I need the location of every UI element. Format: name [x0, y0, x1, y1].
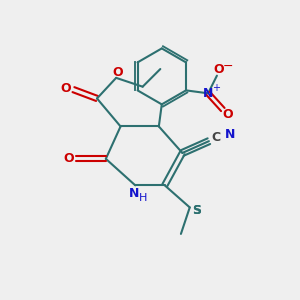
Text: N: N: [225, 128, 235, 141]
Text: C: C: [212, 131, 221, 144]
Text: S: S: [192, 204, 201, 217]
Text: O: O: [213, 63, 224, 76]
Text: O: O: [223, 108, 233, 121]
Text: N: N: [129, 187, 139, 200]
Text: N: N: [203, 87, 213, 101]
Text: S: S: [192, 204, 201, 217]
Text: O: O: [112, 66, 123, 79]
Text: O: O: [61, 82, 71, 95]
Text: +: +: [212, 83, 220, 93]
Text: −: −: [223, 60, 233, 73]
Text: H: H: [139, 193, 147, 203]
Text: O: O: [64, 152, 74, 165]
